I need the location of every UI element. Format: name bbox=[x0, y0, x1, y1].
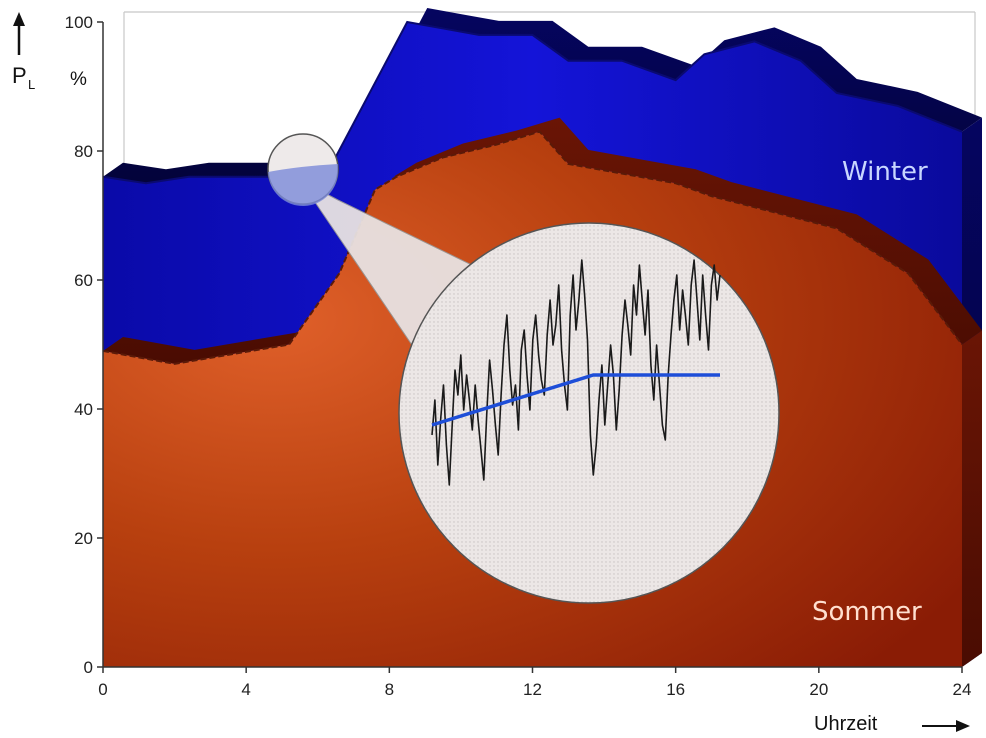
sommer-edge bbox=[102, 130, 963, 365]
y-axis-subscript: L bbox=[28, 77, 35, 92]
y-axis-label: P L % bbox=[12, 12, 87, 92]
inset-load-trace bbox=[431, 259, 721, 486]
y-axis-symbol: P bbox=[12, 63, 27, 88]
winter-top-face bbox=[103, 8, 982, 184]
x-tick-label: 4 bbox=[241, 680, 250, 699]
x-tick-label: 8 bbox=[385, 680, 394, 699]
y-tick-label: 80 bbox=[74, 142, 93, 161]
y-tick-label: 0 bbox=[84, 658, 93, 677]
x-axis: 0 4 8 12 16 20 24 bbox=[98, 666, 972, 699]
y-axis: 0 20 40 60 80 100 bbox=[65, 13, 104, 677]
x-tick-label: 12 bbox=[523, 680, 542, 699]
x-tick-label: 20 bbox=[809, 680, 828, 699]
zoom-callout bbox=[267, 133, 780, 604]
legend-sommer: Sommer bbox=[812, 597, 922, 627]
y-tick-label: 60 bbox=[74, 271, 93, 290]
x-tick-label: 24 bbox=[953, 680, 972, 699]
y-tick-label: 20 bbox=[74, 529, 93, 548]
inset-trend-line bbox=[431, 373, 720, 427]
legend-winter: Winter bbox=[842, 157, 928, 187]
x-axis-label: Uhrzeit bbox=[814, 713, 970, 735]
sommer-side-face bbox=[962, 330, 982, 667]
x-axis-title: Uhrzeit bbox=[814, 713, 878, 735]
y-axis-unit: % bbox=[70, 69, 87, 90]
x-tick-label: 0 bbox=[98, 680, 107, 699]
y-tick-label: 40 bbox=[74, 400, 93, 419]
x-tick-label: 16 bbox=[666, 680, 685, 699]
y-tick-label: 100 bbox=[65, 13, 93, 32]
